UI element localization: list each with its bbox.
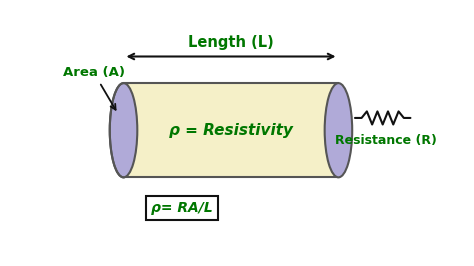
Text: ρ = Resistivity: ρ = Resistivity [169, 123, 293, 138]
Ellipse shape [110, 83, 137, 177]
FancyBboxPatch shape [146, 196, 218, 220]
Ellipse shape [325, 83, 352, 177]
Text: Length (L): Length (L) [188, 35, 274, 50]
Text: Resistance (R): Resistance (R) [336, 134, 438, 147]
Text: ρ= RA/L: ρ= RA/L [151, 201, 213, 215]
Polygon shape [124, 83, 338, 177]
Text: Area (A): Area (A) [63, 66, 125, 110]
